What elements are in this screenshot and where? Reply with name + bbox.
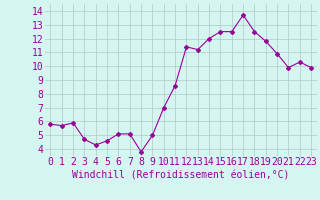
X-axis label: Windchill (Refroidissement éolien,°C): Windchill (Refroidissement éolien,°C) xyxy=(72,170,290,180)
